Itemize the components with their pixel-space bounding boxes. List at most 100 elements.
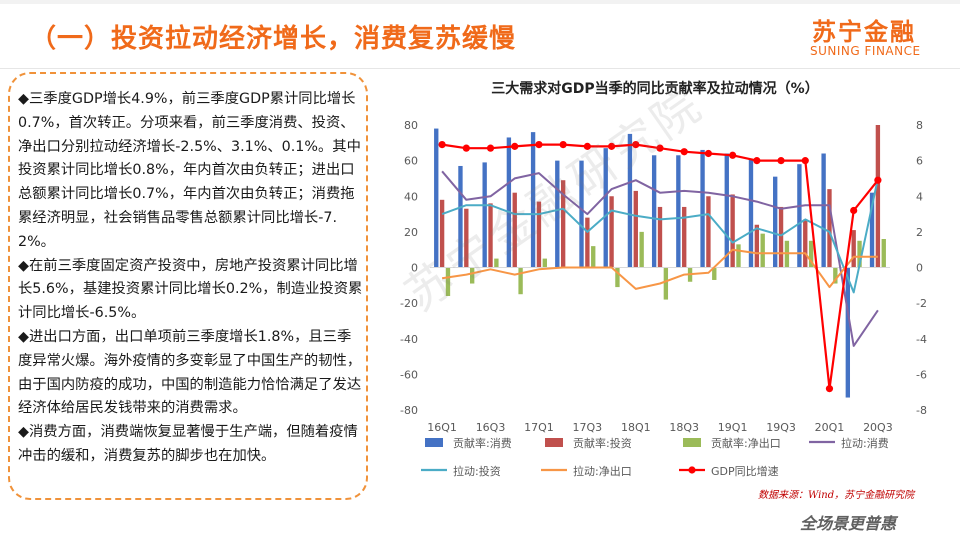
bar-1	[633, 190, 638, 268]
bar-1	[464, 208, 469, 268]
y-left-tick-label: -80	[400, 404, 418, 417]
x-tick-label: 17Q1	[524, 421, 554, 434]
line-series-2	[441, 248, 878, 290]
bar-0	[773, 176, 778, 268]
bar-0	[821, 153, 826, 268]
chart-title: 三大需求对GDP当季的同比贡献率及拉动情况（%）	[491, 81, 819, 97]
legend-label: 拉动:净出口	[573, 464, 632, 478]
x-tick-label: 18Q1	[621, 421, 651, 434]
paragraph-gdp: ◆三季度GDP增长4.9%，前三季度GDP累计同比增长0.7%，首次转正。分项来…	[18, 91, 361, 250]
y-left-tick-label: 0	[411, 262, 418, 275]
gdp-marker	[656, 144, 664, 152]
bar-0	[434, 128, 439, 268]
x-tick-label: 19Q3	[766, 421, 796, 434]
bar-0	[482, 162, 487, 268]
bar-1	[778, 206, 784, 268]
x-tick-label: 20Q3	[863, 421, 893, 434]
bar-0	[676, 155, 681, 268]
gdp-marker	[729, 151, 737, 159]
legend-label: 贡献率:净出口	[711, 436, 781, 450]
gdp-marker	[801, 157, 809, 165]
paragraph-consumption: ◆消费方面，消费端恢复显著慢于生产端，但随着疫情冲击的缓和，消费复苏的脚步也在加…	[18, 424, 358, 464]
bar-2	[494, 258, 499, 268]
x-tick-label: 19Q1	[718, 421, 748, 434]
bar-0	[579, 160, 584, 268]
gdp-marker	[825, 385, 834, 393]
bar-0	[797, 164, 802, 268]
bar-1	[488, 203, 493, 268]
bar-1	[754, 224, 760, 268]
bar-2	[518, 267, 523, 295]
bar-1	[609, 196, 614, 268]
gdp-marker	[850, 206, 858, 215]
gdp-marker	[874, 176, 882, 184]
bar-1	[585, 217, 590, 268]
y-left-tick-label: -60	[400, 368, 418, 381]
bar-0	[458, 165, 463, 268]
legend-swatch	[425, 438, 443, 447]
bar-2	[881, 239, 886, 268]
y-left-tick-label: 40	[404, 190, 418, 203]
x-tick-label: 20Q1	[815, 421, 845, 434]
gdp-marker	[632, 140, 640, 149]
x-tick-label: 18Q3	[669, 421, 699, 434]
bar-2	[615, 267, 620, 288]
y-right-tick-label: 6	[916, 155, 923, 168]
gdp-marker	[462, 144, 470, 152]
bar-2	[445, 267, 451, 296]
bar-0	[748, 158, 754, 268]
legend-swatch	[683, 438, 701, 447]
gdp-marker	[511, 142, 519, 150]
bar-1	[827, 189, 832, 268]
x-tick-label: 16Q3	[476, 421, 506, 434]
gdp-marker	[535, 140, 543, 149]
bar-2	[712, 267, 717, 280]
suning-finance-logo: 苏宁金融 SUNING FINANCE	[790, 12, 940, 62]
bar-0	[627, 133, 633, 268]
y-right-tick-label: 8	[916, 119, 923, 132]
y-right-tick-label: 4	[916, 190, 923, 203]
bar-0	[651, 155, 657, 268]
bar-2	[639, 231, 644, 268]
data-source: 数据来源：Wind，苏宁金融研究院	[758, 490, 915, 501]
bar-1	[512, 192, 517, 268]
bar-2	[542, 258, 547, 268]
bar-1	[706, 196, 711, 268]
y-left-tick-label: -20	[400, 297, 418, 310]
y-right-tick-label: -2	[916, 297, 927, 310]
bar-2	[591, 246, 596, 268]
page-title: （一）投资拉动经济增长，消费复苏缓慢	[30, 24, 517, 54]
gdp-marker	[753, 157, 761, 165]
legend-label: GDP同比增速	[711, 464, 779, 478]
bar-0	[530, 132, 536, 268]
top-bar	[0, 0, 960, 4]
bar-0	[555, 160, 560, 268]
logo-english-text: SUNING FINANCE	[810, 44, 921, 58]
bar-1	[657, 206, 663, 268]
bar-2	[663, 267, 669, 300]
line-series-1	[441, 178, 879, 294]
gdp-marker	[559, 140, 567, 149]
bar-1	[439, 199, 445, 268]
y-right-tick-label: -8	[916, 404, 927, 417]
legend-swatch	[545, 438, 563, 447]
bar-2	[469, 267, 475, 284]
gdp-marker	[777, 157, 785, 165]
bar-2	[736, 244, 741, 268]
paragraph-investment: ◆在前三季度固定资产投资中，房地产投资累计同比增长5.6%，基建投资累计同比增长…	[18, 257, 363, 322]
bar-2	[808, 240, 814, 268]
y-left-tick-label: 20	[404, 226, 418, 239]
bar-1	[730, 194, 735, 268]
header-divider	[0, 68, 960, 69]
legend-label: 拉动:投资	[453, 464, 501, 478]
y-left-tick-label: 80	[404, 119, 418, 132]
legend-label: 拉动:消费	[841, 436, 889, 450]
bar-0	[724, 153, 729, 268]
bar-1	[875, 125, 881, 268]
chart-container: 三大需求对GDP当季的同比贡献率及拉动情况（%） -80 -60 -40 -20 0 20…	[385, 76, 945, 506]
y-left-tick-label: 60	[404, 155, 418, 168]
y-left-tick-label: -40	[400, 333, 418, 346]
slogan: 全场景更普惠	[800, 514, 897, 533]
y-right-tick-label: 2	[916, 226, 923, 239]
